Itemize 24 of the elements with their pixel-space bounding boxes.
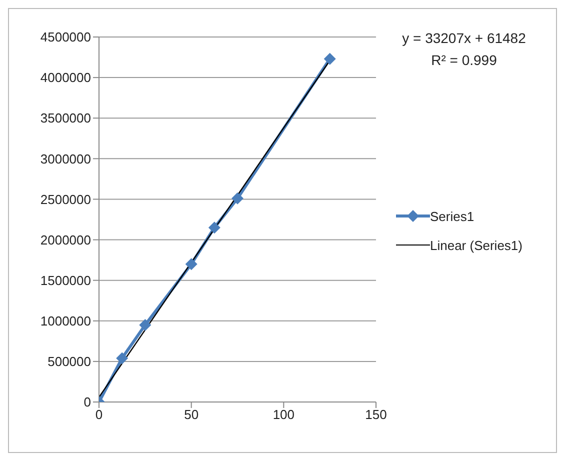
point [139, 318, 152, 331]
y-tick-label: 3500000 [40, 110, 91, 126]
y-tick-label: 4500000 [40, 30, 91, 45]
y-tick-label: 1500000 [40, 272, 91, 288]
x-tick-label: 150 [365, 407, 387, 422]
legend-label: Linear (Series1) [430, 238, 522, 252]
x-tick-label: 50 [184, 407, 199, 422]
y-tick-label: 0 [84, 394, 91, 410]
text: y = 33207x + 61482 [401, 29, 527, 48]
x-tick-label: 100 [272, 407, 295, 422]
y-tick-label: 4000000 [40, 70, 91, 86]
y-tick-label: 2500000 [40, 192, 91, 207]
point [185, 258, 198, 270]
y-tick-label: 1000000 [40, 314, 91, 329]
y-tick-label: 3000000 [40, 151, 91, 166]
point [324, 52, 336, 65]
point [208, 222, 220, 234]
point [232, 192, 244, 204]
x-tick-label: 0 [95, 407, 103, 422]
text: R² = 0.999 [430, 51, 498, 70]
y-tick-label: 500000 [48, 354, 91, 370]
point [116, 352, 128, 364]
y-tick-label: 2000000 [40, 232, 91, 248]
legend-label: Series1 [430, 208, 474, 224]
